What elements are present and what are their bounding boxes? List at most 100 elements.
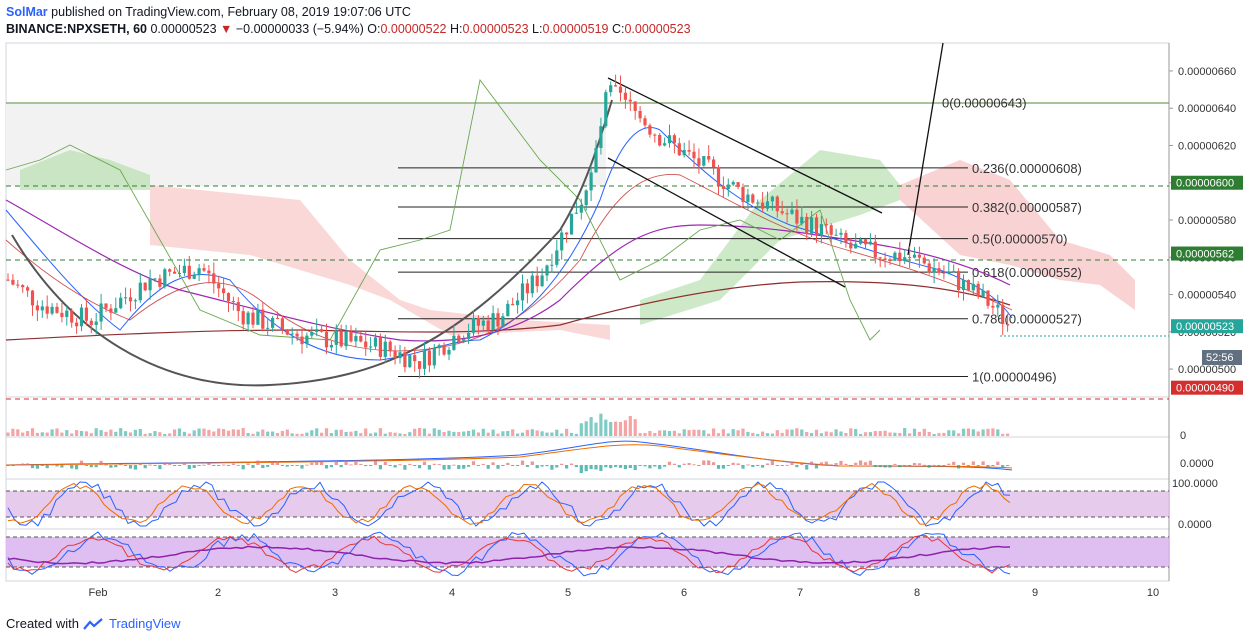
time-axis[interactable]: Feb 2 3 4 5 6 7 8 9 10 xyxy=(89,587,1160,599)
macd-hist-bar xyxy=(89,465,93,468)
price-change: −0.00000033 (−5.94%) xyxy=(235,22,364,36)
candle-body xyxy=(104,303,108,309)
macd-hist-bar xyxy=(618,465,623,468)
candle-body xyxy=(623,92,627,100)
candle-body xyxy=(305,335,309,345)
fibonacci-retracement[interactable]: 0(0.00000643) 0.236(0.00000608) 0.382(0.00… xyxy=(398,96,1082,385)
candle-body xyxy=(329,344,333,348)
open-label: O: xyxy=(367,22,381,36)
price-tick-label: 0.00000500 xyxy=(1178,364,1236,376)
volume-bar xyxy=(530,429,534,436)
tradingview-brand[interactable]: TradingView xyxy=(108,616,181,631)
time-tick-label: 2 xyxy=(215,587,221,599)
volume-bar xyxy=(516,433,520,436)
volume-bar xyxy=(721,429,725,436)
macd-hist-bar xyxy=(452,464,456,466)
volume-bar xyxy=(6,432,10,436)
volume-bar xyxy=(814,429,819,436)
open-value: 0.00000522 xyxy=(380,22,447,36)
candle-body xyxy=(511,303,515,306)
candle-body xyxy=(574,212,578,214)
cup-arc-drawing[interactable] xyxy=(11,99,613,387)
macd-hist-bar xyxy=(829,464,833,466)
macd-hist-bar xyxy=(731,462,735,465)
price-label-text: 0.00000490 xyxy=(1176,383,1234,395)
macd-hist-bar xyxy=(932,464,936,466)
volume-bar xyxy=(888,432,892,436)
macd-hist-bar xyxy=(236,464,240,466)
candle-body xyxy=(138,282,142,301)
volume-bar xyxy=(212,431,216,436)
last-price: 0.00000523 xyxy=(150,22,217,36)
author-name[interactable]: SolMar xyxy=(6,5,48,19)
candlestick-series[interactable] xyxy=(6,74,1010,379)
volume-bar xyxy=(501,431,505,436)
volume-bar xyxy=(653,432,657,436)
macd-hist-bar xyxy=(21,463,25,465)
candle-body xyxy=(486,320,490,331)
macd-hist-bar xyxy=(275,461,280,465)
candle-body xyxy=(182,265,186,274)
volume-bar xyxy=(413,428,417,436)
candle-body xyxy=(418,361,422,369)
candle-body xyxy=(471,318,476,333)
candle-body xyxy=(60,312,64,318)
macd-hist-bar xyxy=(800,463,804,465)
macd-hist-bar xyxy=(1006,465,1010,466)
volume-bar xyxy=(153,431,157,436)
macd-hist-bar xyxy=(780,465,784,466)
macd-hist-bar xyxy=(721,465,725,469)
volume-bar xyxy=(290,433,294,436)
volume-bar xyxy=(761,431,765,436)
channel-bottom-line[interactable] xyxy=(607,157,846,288)
volume-bar xyxy=(476,432,480,436)
volume-bar xyxy=(187,433,191,436)
candle-body xyxy=(932,268,936,273)
macd-hist-bar xyxy=(344,460,348,465)
candle-body xyxy=(491,313,495,331)
macd-pane[interactable] xyxy=(5,436,1170,480)
candle-body xyxy=(829,225,833,235)
candle-body xyxy=(349,331,353,342)
macd-hist-bar xyxy=(403,465,407,470)
candle-body xyxy=(520,283,525,301)
candle-body xyxy=(442,345,446,355)
macd-hist-bar xyxy=(128,465,133,469)
macd-hist-bar xyxy=(246,463,250,465)
macd-hist-bar xyxy=(393,465,397,468)
macd-hist-bar xyxy=(579,465,583,473)
volume-bar xyxy=(285,429,289,436)
tenkan-blue-line xyxy=(5,127,1013,361)
volume-bar xyxy=(569,432,574,436)
volume-bar xyxy=(334,429,338,436)
candle-body xyxy=(422,350,427,369)
candle-body xyxy=(30,290,35,306)
macd-hist-bar xyxy=(658,465,662,470)
volume-bar xyxy=(687,430,691,436)
macd-hist-bar xyxy=(859,460,863,465)
volume-bar xyxy=(471,429,476,436)
candle-body xyxy=(173,271,177,274)
candle-body xyxy=(344,331,348,347)
macd-histogram xyxy=(6,460,1010,473)
volume-bar xyxy=(942,432,946,436)
macd-hist-bar xyxy=(947,463,951,465)
channel-top-line[interactable] xyxy=(607,77,883,214)
macd-hist-bar xyxy=(922,464,926,466)
candle-body xyxy=(741,186,745,202)
volume-bar xyxy=(565,428,569,436)
volume-bar xyxy=(344,431,348,436)
volume-bar xyxy=(839,431,843,436)
candle-body xyxy=(633,101,637,111)
volume-bar xyxy=(373,432,378,436)
candle-body xyxy=(878,257,882,259)
volume-bar xyxy=(349,431,353,436)
volume-bar xyxy=(65,430,69,436)
candle-body xyxy=(937,268,941,273)
breakout-line[interactable] xyxy=(907,42,944,256)
volume-bar xyxy=(614,421,618,436)
time-tick-label: 10 xyxy=(1147,587,1159,599)
stochrsi-ma-line xyxy=(7,545,1011,565)
macd-hist-bar xyxy=(672,463,676,465)
